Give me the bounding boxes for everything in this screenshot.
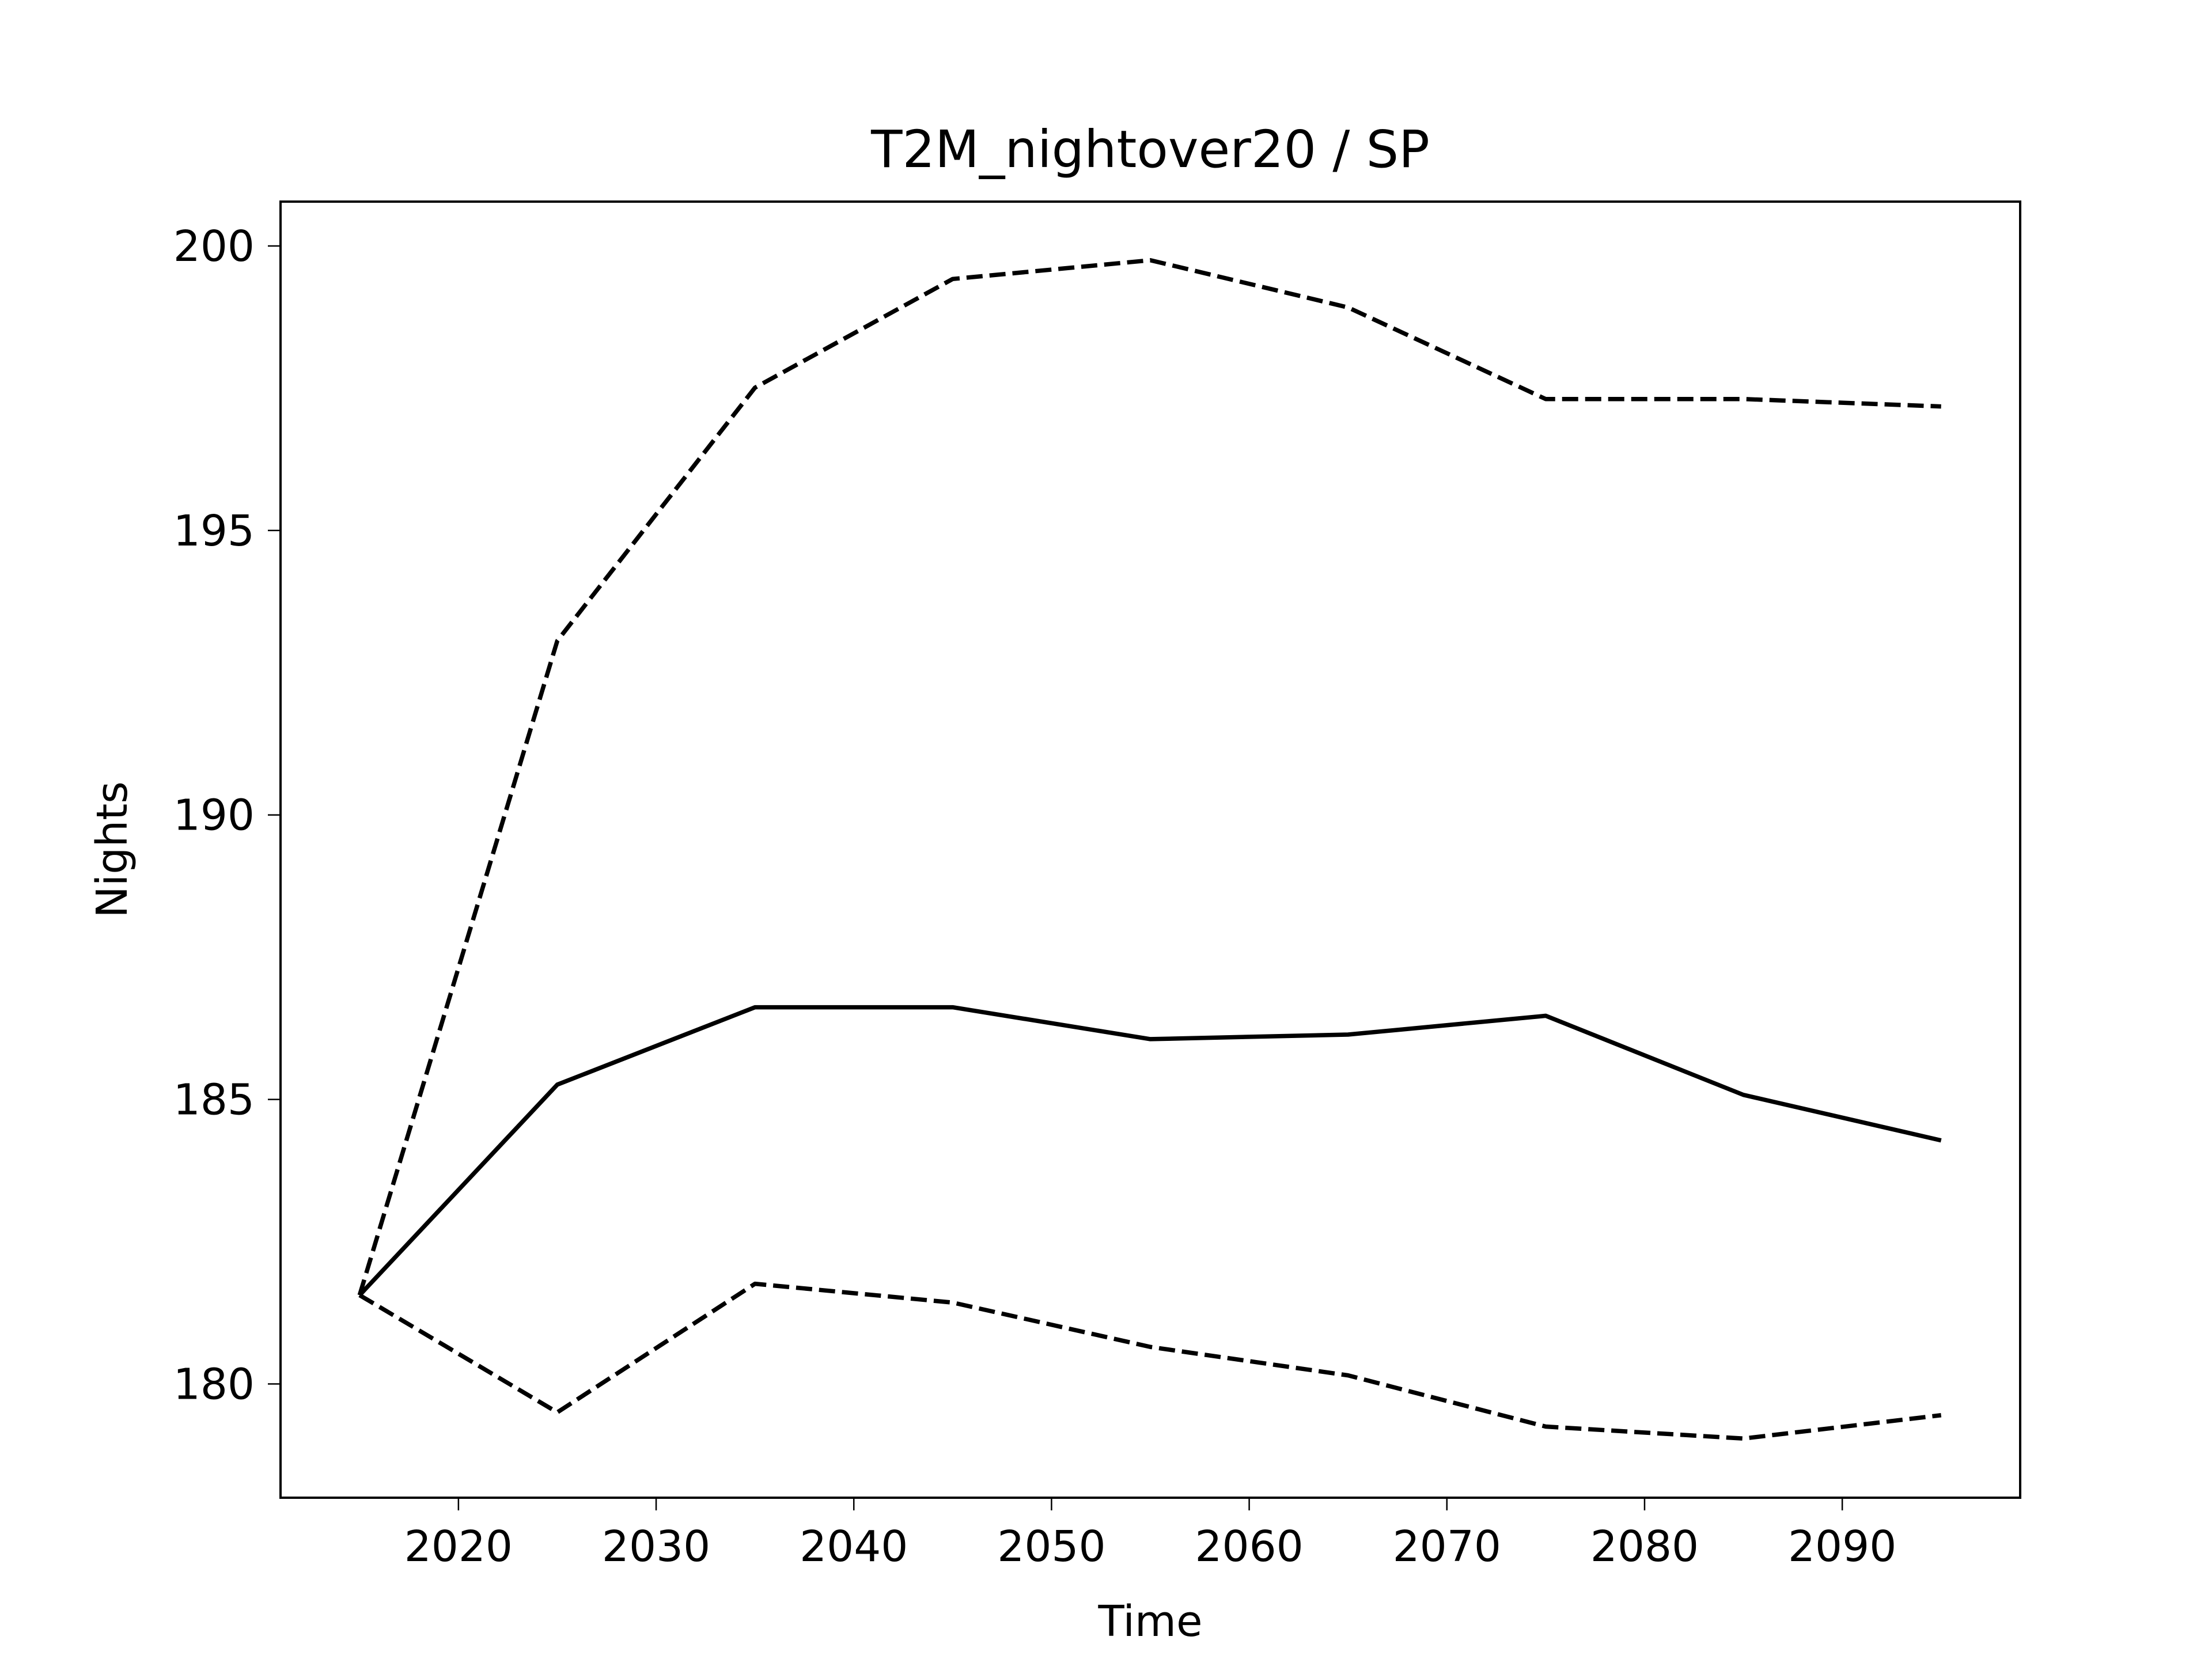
x-tick-label: 2090 (1788, 1522, 1896, 1571)
y-tick-label: 180 (173, 1359, 255, 1409)
y-axis-label: Nights (88, 781, 137, 918)
x-tick-label: 2070 (1393, 1522, 1501, 1571)
series-line (358, 1281, 1942, 1441)
y-tick-label: 190 (173, 791, 255, 840)
chart-title: T2M_nightover20 / SP (870, 119, 1430, 179)
x-axis-label: Time (1097, 1597, 1202, 1646)
series-line (357, 257, 1941, 1296)
y-tick-label: 200 (173, 222, 255, 271)
x-tick-label: 2020 (404, 1522, 513, 1571)
plot-frame (279, 200, 2021, 1499)
x-tick-label: 2080 (1590, 1522, 1699, 1571)
x-tick-label: 2060 (1195, 1522, 1303, 1571)
x-tick-label: 2040 (800, 1522, 908, 1571)
y-tick-label: 195 (173, 506, 255, 556)
series-line (358, 1005, 1942, 1297)
y-tick-label: 185 (173, 1075, 255, 1125)
x-tick-label: 2030 (602, 1522, 710, 1571)
x-tick-label: 2050 (997, 1522, 1105, 1571)
